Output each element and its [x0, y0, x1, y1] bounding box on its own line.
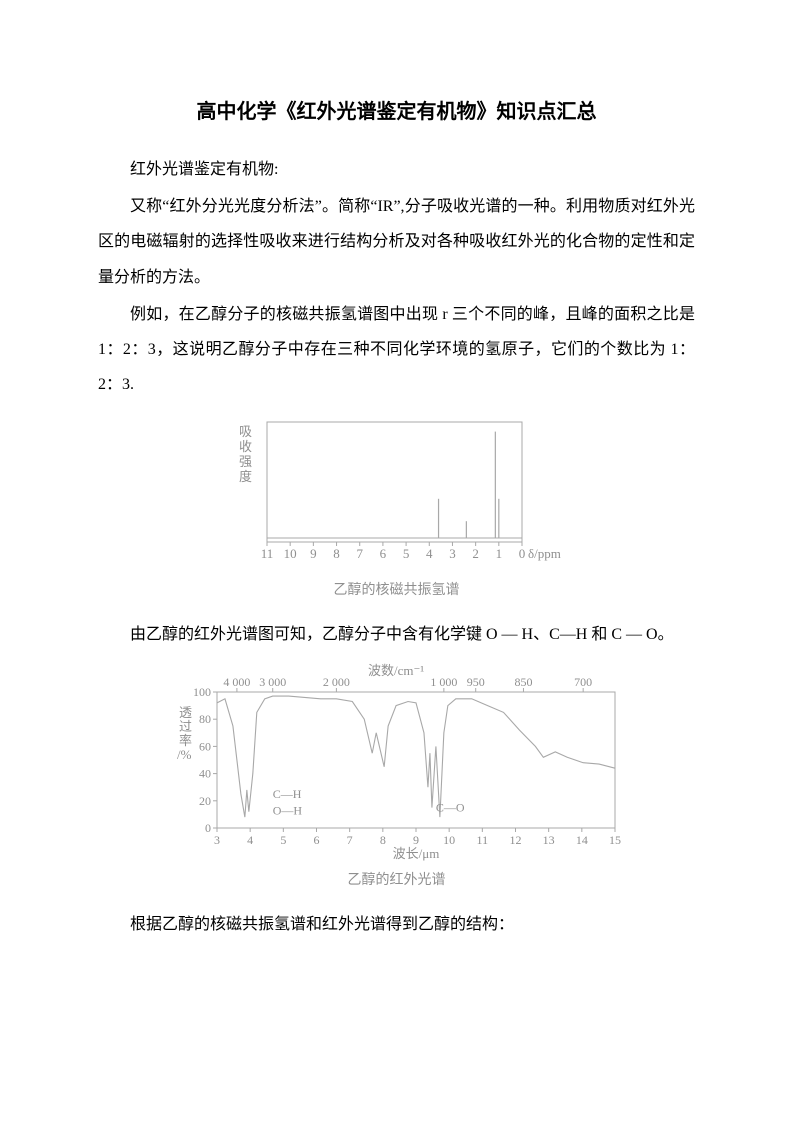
svg-text:5: 5 — [280, 833, 286, 847]
svg-text:4: 4 — [247, 833, 253, 847]
svg-text:4: 4 — [426, 546, 433, 561]
paragraph-2: 又称“红外分光光度分析法”。简称“IR”,分子吸收光谱的一种。利用物质对红外光区… — [98, 189, 695, 295]
svg-text:10: 10 — [283, 546, 296, 561]
svg-text:9: 9 — [310, 546, 317, 561]
paragraph-4: 由乙醇的红外光谱图可知，乙醇分子中含有化学键 O — H、C—H 和 C — O… — [98, 617, 695, 652]
svg-text:吸: 吸 — [239, 424, 252, 439]
svg-text:7: 7 — [356, 546, 363, 561]
svg-text:13: 13 — [542, 833, 554, 847]
svg-text:40: 40 — [199, 767, 211, 781]
svg-text:过: 过 — [179, 719, 192, 734]
svg-text:收: 收 — [239, 439, 252, 454]
svg-text:6: 6 — [313, 833, 319, 847]
svg-text:2 000: 2 000 — [322, 675, 349, 689]
svg-text:0: 0 — [518, 546, 525, 561]
svg-text:850: 850 — [514, 675, 532, 689]
svg-text:1: 1 — [495, 546, 502, 561]
svg-text:11: 11 — [260, 546, 273, 561]
svg-text:8: 8 — [379, 833, 385, 847]
page-title: 高中化学《红外光谱鉴定有机物》知识点汇总 — [98, 90, 695, 134]
svg-text:4 000: 4 000 — [223, 675, 250, 689]
svg-text:20: 20 — [199, 794, 211, 808]
svg-text:0: 0 — [205, 821, 211, 835]
svg-text:7: 7 — [346, 833, 352, 847]
svg-text:60: 60 — [199, 740, 211, 754]
svg-text:9: 9 — [413, 833, 419, 847]
svg-text:2: 2 — [472, 546, 479, 561]
svg-text:透: 透 — [179, 705, 192, 720]
svg-text:3 000: 3 000 — [259, 675, 286, 689]
svg-text:度: 度 — [239, 469, 252, 484]
ir-chart: 0 20 40 60 80 100透过率/% 波数/cm⁻¹ 4 000 3 000 2 000 1… — [167, 662, 627, 862]
svg-text:6: 6 — [379, 546, 386, 561]
svg-text:强: 强 — [239, 454, 252, 469]
svg-text:3: 3 — [214, 833, 220, 847]
paragraph-5: 根据乙醇的核磁共振氢谱和红外光谱得到乙醇的结构： — [98, 907, 695, 942]
paragraph-1: 红外光谱鉴定有机物: — [98, 152, 695, 187]
svg-text:率: 率 — [179, 733, 192, 748]
svg-text:O—H: O—H — [272, 804, 302, 818]
svg-text:10: 10 — [443, 833, 455, 847]
svg-text:/%: /% — [177, 747, 192, 762]
svg-text:C—H: C—H — [272, 787, 301, 801]
svg-text:700: 700 — [574, 675, 592, 689]
svg-text:3: 3 — [449, 546, 456, 561]
svg-text:11: 11 — [476, 833, 488, 847]
paragraph-3: 例如，在乙醇分子的核磁共振氢谱图中出现 r 三个不同的峰，且峰的面积之比是 1：… — [98, 297, 695, 403]
svg-text:8: 8 — [333, 546, 340, 561]
svg-text:950: 950 — [466, 675, 484, 689]
ir-caption: 乙醇的红外光谱 — [98, 866, 695, 897]
svg-text:100: 100 — [193, 685, 211, 699]
svg-text:1 000: 1 000 — [430, 675, 457, 689]
svg-text:80: 80 — [199, 712, 211, 726]
svg-text:12: 12 — [509, 833, 521, 847]
svg-text:5: 5 — [402, 546, 409, 561]
nmr-caption: 乙醇的核磁共振氢谱 — [98, 576, 695, 607]
svg-text:波长/μm: 波长/μm — [392, 846, 439, 861]
svg-text:15: 15 — [609, 833, 621, 847]
nmr-chart: 11109876543210δ/ppm吸收强度 — [217, 412, 577, 572]
svg-text:C—O: C—O — [435, 801, 464, 815]
svg-text:14: 14 — [575, 833, 587, 847]
svg-text:波数/cm⁻¹: 波数/cm⁻¹ — [367, 663, 423, 678]
svg-text:δ/ppm: δ/ppm — [528, 546, 561, 561]
